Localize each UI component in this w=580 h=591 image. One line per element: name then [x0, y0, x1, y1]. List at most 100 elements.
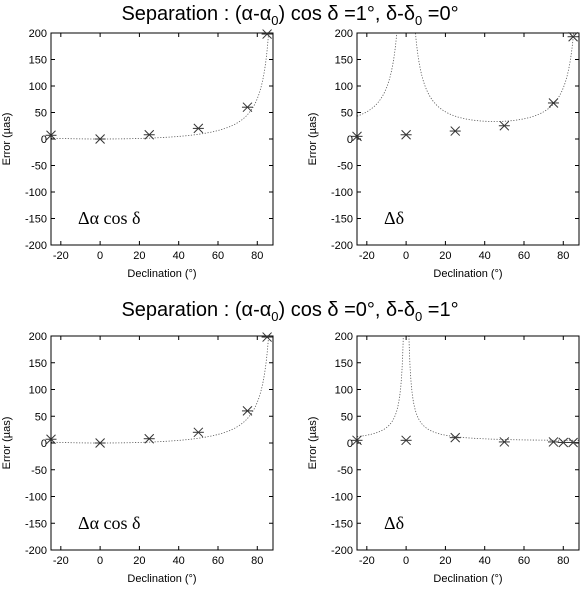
- y-axis-label: Error (µas): [1, 113, 13, 166]
- x-tick-label: 60: [518, 555, 530, 567]
- x-tick-label: 60: [518, 250, 530, 262]
- y-tick-label: -200: [25, 240, 47, 252]
- data-point: [143, 433, 155, 444]
- x-tick-label: 0: [97, 555, 103, 567]
- y-tick-label: 100: [29, 385, 47, 397]
- y-axis-label: Error (µas): [307, 417, 319, 470]
- y-tick-label: 0: [347, 438, 353, 450]
- section-title-bottom: Separation : (α-α0) cos δ =0°, δ-δ0 =1°: [121, 299, 459, 324]
- y-axis-label: Error (µas): [1, 417, 13, 470]
- y-tick-label: 50: [341, 108, 353, 120]
- panel-label: Δα cos δ: [78, 208, 140, 228]
- x-tick-label: 20: [133, 555, 145, 567]
- y-tick-label: -50: [337, 161, 353, 173]
- data-point: [45, 434, 57, 445]
- y-tick-label: 150: [29, 358, 47, 370]
- panel-label: Δδ: [384, 513, 404, 533]
- y-tick-label: -200: [331, 545, 353, 557]
- data-point: [192, 427, 204, 438]
- data-point: [143, 129, 155, 140]
- y-tick-label: 150: [335, 55, 353, 67]
- y-tick-label: 0: [41, 134, 47, 146]
- x-tick-label: -20: [359, 555, 375, 567]
- data-point: [567, 437, 579, 448]
- x-tick-label: 0: [97, 250, 103, 262]
- section-title-top: Separation : (α-α0) cos δ =1°, δ-δ0 =0°: [121, 3, 459, 28]
- data-point: [241, 102, 253, 113]
- data-point: [192, 123, 204, 134]
- y-tick-label: 50: [341, 411, 353, 423]
- y-tick-label: -100: [331, 187, 353, 199]
- x-tick-label: 0: [403, 250, 409, 262]
- x-tick-label: 80: [557, 555, 569, 567]
- data-point: [557, 437, 569, 448]
- x-tick-label: 60: [212, 555, 224, 567]
- y-tick-label: 50: [35, 108, 47, 120]
- x-tick-label: 20: [439, 250, 451, 262]
- y-tick-label: -150: [331, 214, 353, 226]
- y-tick-label: 200: [335, 331, 353, 343]
- data-point: [261, 29, 273, 39]
- y-tick-label: -200: [25, 545, 47, 557]
- x-tick-label: 40: [173, 250, 185, 262]
- x-tick-label: 40: [173, 555, 185, 567]
- y-tick-label: -150: [25, 518, 47, 530]
- data-point: [449, 126, 461, 136]
- data-point: [498, 437, 510, 447]
- data-point: [351, 131, 363, 142]
- x-tick-label: 0: [403, 555, 409, 567]
- panel-label: Δα cos δ: [78, 513, 140, 533]
- y-tick-label: 200: [29, 28, 47, 40]
- y-tick-label: 100: [29, 81, 47, 93]
- x-tick-label: -20: [53, 250, 69, 262]
- y-tick-label: -50: [337, 465, 353, 477]
- data-point: [94, 438, 106, 448]
- model-curve: [357, 33, 575, 122]
- data-point: [547, 437, 559, 447]
- y-tick-label: -50: [31, 465, 47, 477]
- data-point: [498, 120, 510, 131]
- model-curve: [51, 33, 269, 140]
- data-point: [241, 406, 253, 416]
- data-point: [94, 134, 106, 144]
- model-curve: [357, 336, 579, 441]
- y-tick-label: -100: [25, 492, 47, 504]
- data-point: [351, 435, 363, 446]
- data-point: [567, 31, 579, 42]
- y-tick-label: 150: [335, 358, 353, 370]
- y-tick-label: 200: [29, 331, 47, 343]
- x-tick-label: 80: [251, 555, 263, 567]
- x-tick-label: -20: [359, 250, 375, 262]
- x-tick-label: 20: [439, 555, 451, 567]
- x-axis-label: Declination (°): [433, 573, 502, 585]
- y-tick-label: 100: [335, 385, 353, 397]
- x-axis-label: Declination (°): [433, 268, 502, 280]
- x-tick-label: 80: [557, 250, 569, 262]
- y-tick-label: 0: [41, 438, 47, 450]
- y-tick-label: -100: [25, 187, 47, 199]
- y-tick-label: -50: [31, 161, 47, 173]
- y-tick-label: 100: [335, 81, 353, 93]
- x-tick-label: -20: [53, 555, 69, 567]
- y-tick-label: -100: [331, 492, 353, 504]
- x-axis-label: Declination (°): [127, 573, 196, 585]
- x-tick-label: 60: [212, 250, 224, 262]
- x-tick-label: 80: [251, 250, 263, 262]
- data-point: [261, 332, 273, 342]
- x-tick-label: 20: [133, 250, 145, 262]
- y-axis-label: Error (µas): [307, 113, 319, 166]
- y-tick-label: 200: [335, 28, 353, 40]
- data-point: [449, 432, 461, 443]
- x-tick-label: 40: [479, 250, 491, 262]
- data-point: [547, 98, 559, 108]
- data-point: [45, 130, 57, 141]
- y-tick-label: -150: [25, 214, 47, 226]
- y-tick-label: -200: [331, 240, 353, 252]
- x-tick-label: 40: [479, 555, 491, 567]
- data-point: [400, 435, 412, 446]
- y-tick-label: -150: [331, 518, 353, 530]
